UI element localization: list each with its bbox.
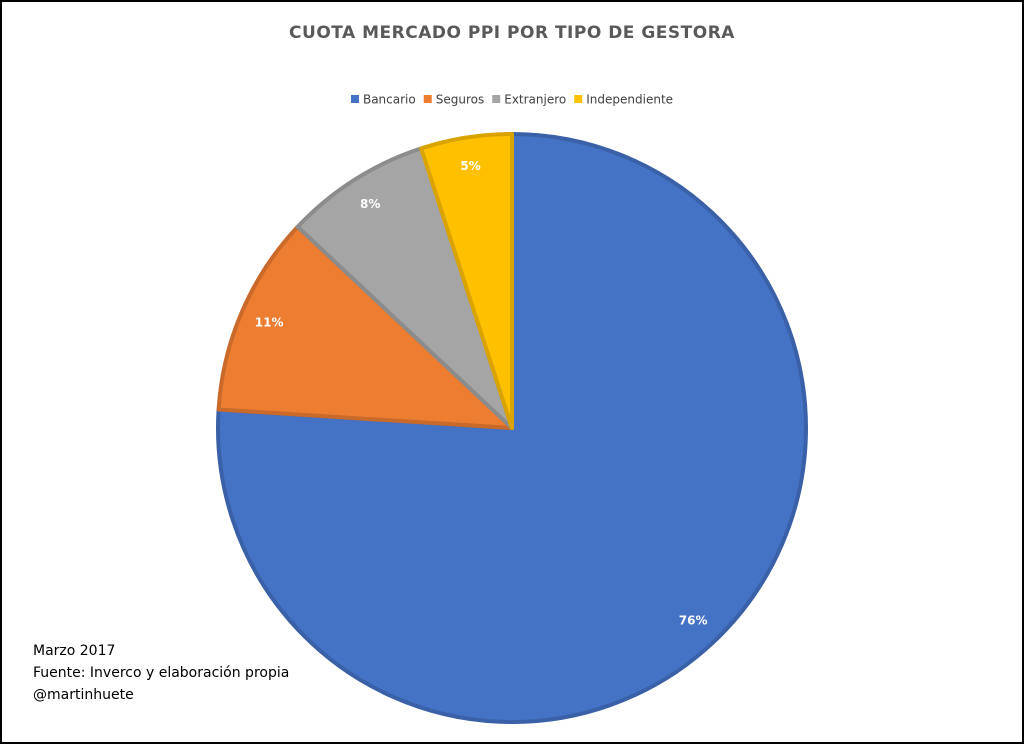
pie-slice <box>216 132 808 724</box>
pie-slice <box>295 146 514 430</box>
pie: 76% 11% 8% 5% <box>216 132 808 724</box>
legend-text: Extranjero <box>504 93 566 107</box>
legend: Bancario Seguros Extranjero Independiente <box>350 93 673 107</box>
value-label: 8% <box>360 197 380 211</box>
legend-swatch <box>350 95 359 103</box>
pie-slice <box>216 224 514 430</box>
legend-swatch <box>492 95 501 103</box>
legend-text: Seguros <box>436 93 485 107</box>
value-label: 11% <box>255 315 284 329</box>
value-label: 5% <box>460 159 480 173</box>
notes: Marzo 2017 Fuente: Inverco y elaboración … <box>33 643 289 703</box>
annotation: Fuente: Inverco y elaboración propia <box>33 665 289 681</box>
annotation: @martinhuete <box>33 687 134 703</box>
legend-swatch <box>423 95 432 103</box>
pie-slice <box>419 132 514 430</box>
legend-text: Bancario <box>363 93 416 107</box>
legend-swatch <box>574 95 583 103</box>
legend-text: Independiente <box>586 93 673 107</box>
annotation: Marzo 2017 <box>33 643 115 659</box>
chart-title: CUOTA MERCADO PPI POR TIPO DE GESTORA <box>289 23 735 43</box>
value-label: 76% <box>679 613 708 627</box>
